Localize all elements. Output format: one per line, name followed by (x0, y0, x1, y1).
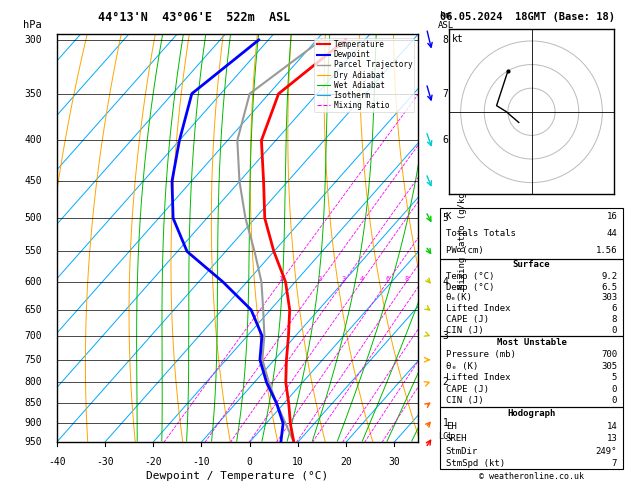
Text: LCL: LCL (438, 432, 453, 441)
Text: PW (cm): PW (cm) (446, 246, 484, 255)
Text: 6: 6 (612, 304, 617, 313)
Text: 0: 0 (612, 385, 617, 394)
Text: 600: 600 (25, 277, 42, 287)
Text: Mixing Ratio (g/kg): Mixing Ratio (g/kg) (458, 187, 467, 289)
Text: 303: 303 (601, 294, 617, 302)
Text: 6: 6 (385, 276, 389, 282)
Legend: Temperature, Dewpoint, Parcel Trajectory, Dry Adiabat, Wet Adiabat, Isotherm, Mi: Temperature, Dewpoint, Parcel Trajectory… (314, 38, 415, 112)
Text: 4: 4 (359, 276, 364, 282)
Text: 2: 2 (442, 377, 448, 387)
Text: 800: 800 (25, 377, 42, 387)
Text: 2: 2 (318, 276, 321, 282)
Text: 350: 350 (25, 89, 42, 99)
Text: 0: 0 (247, 456, 252, 467)
Bar (440, 336, 623, 407)
Text: 20: 20 (340, 456, 352, 467)
Text: 5: 5 (442, 213, 448, 223)
Text: Lifted Index: Lifted Index (446, 373, 510, 382)
Text: 06.05.2024  18GMT (Base: 18): 06.05.2024 18GMT (Base: 18) (440, 12, 615, 22)
Text: Dewpoint / Temperature (°C): Dewpoint / Temperature (°C) (147, 471, 328, 481)
Text: Totals Totals: Totals Totals (446, 229, 516, 238)
Text: CIN (J): CIN (J) (446, 397, 484, 405)
Text: 3: 3 (442, 330, 448, 341)
Text: 30: 30 (388, 456, 400, 467)
Bar (440, 208, 623, 259)
Bar (440, 259, 623, 336)
Text: 10: 10 (292, 456, 304, 467)
Text: Lifted Index: Lifted Index (446, 304, 510, 313)
Text: 750: 750 (25, 355, 42, 364)
Text: CIN (J): CIN (J) (446, 326, 484, 335)
Text: Dewp (°C): Dewp (°C) (446, 282, 494, 292)
Text: 44°13'N  43°06'E  522m  ASL: 44°13'N 43°06'E 522m ASL (98, 11, 290, 24)
Text: 650: 650 (25, 305, 42, 315)
Text: 400: 400 (25, 135, 42, 145)
Text: 9.2: 9.2 (601, 272, 617, 281)
Text: 8: 8 (612, 315, 617, 324)
Text: hPa: hPa (23, 20, 42, 30)
Text: 300: 300 (25, 35, 42, 45)
Text: 4: 4 (442, 277, 448, 287)
Text: 7: 7 (612, 459, 617, 468)
Text: 8: 8 (442, 35, 448, 45)
Text: 1.56: 1.56 (596, 246, 617, 255)
Text: -10: -10 (192, 456, 210, 467)
Text: CAPE (J): CAPE (J) (446, 315, 489, 324)
Text: 5: 5 (612, 373, 617, 382)
Text: Hodograph: Hodograph (508, 409, 555, 418)
Text: 16: 16 (606, 212, 617, 221)
Text: 8: 8 (404, 276, 409, 282)
Text: 305: 305 (601, 362, 617, 371)
Text: Surface: Surface (513, 260, 550, 269)
Text: 1: 1 (442, 418, 448, 428)
Text: 0: 0 (612, 326, 617, 335)
Text: -30: -30 (96, 456, 114, 467)
Text: 249°: 249° (596, 447, 617, 455)
Text: SREH: SREH (446, 434, 467, 443)
Text: 3: 3 (342, 276, 346, 282)
Text: © weatheronline.co.uk: © weatheronline.co.uk (479, 472, 584, 481)
Text: 14: 14 (606, 422, 617, 431)
Text: 0: 0 (612, 397, 617, 405)
Text: kt: kt (452, 34, 464, 44)
Text: 950: 950 (25, 437, 42, 447)
Text: 44: 44 (606, 229, 617, 238)
Bar (440, 407, 623, 469)
Text: 700: 700 (601, 350, 617, 359)
Text: EH: EH (446, 422, 457, 431)
Text: -40: -40 (48, 456, 65, 467)
Text: 13: 13 (606, 434, 617, 443)
Text: K: K (446, 212, 451, 221)
Text: 7: 7 (442, 89, 448, 99)
Text: -20: -20 (144, 456, 162, 467)
Text: 550: 550 (25, 246, 42, 257)
Text: Most Unstable: Most Unstable (496, 338, 567, 347)
Text: StmDir: StmDir (446, 447, 478, 455)
Text: 700: 700 (25, 330, 42, 341)
Text: 450: 450 (25, 176, 42, 187)
Text: 850: 850 (25, 399, 42, 408)
Text: 6: 6 (442, 135, 448, 145)
Text: km
ASL: km ASL (437, 11, 454, 30)
Text: 1: 1 (278, 276, 282, 282)
Text: θₑ(K): θₑ(K) (446, 294, 472, 302)
Text: CAPE (J): CAPE (J) (446, 385, 489, 394)
Text: 900: 900 (25, 418, 42, 428)
Text: 500: 500 (25, 213, 42, 223)
Text: StmSpd (kt): StmSpd (kt) (446, 459, 505, 468)
Text: θₑ (K): θₑ (K) (446, 362, 478, 371)
Text: 6.5: 6.5 (601, 282, 617, 292)
Text: Temp (°C): Temp (°C) (446, 272, 494, 281)
Text: Pressure (mb): Pressure (mb) (446, 350, 516, 359)
